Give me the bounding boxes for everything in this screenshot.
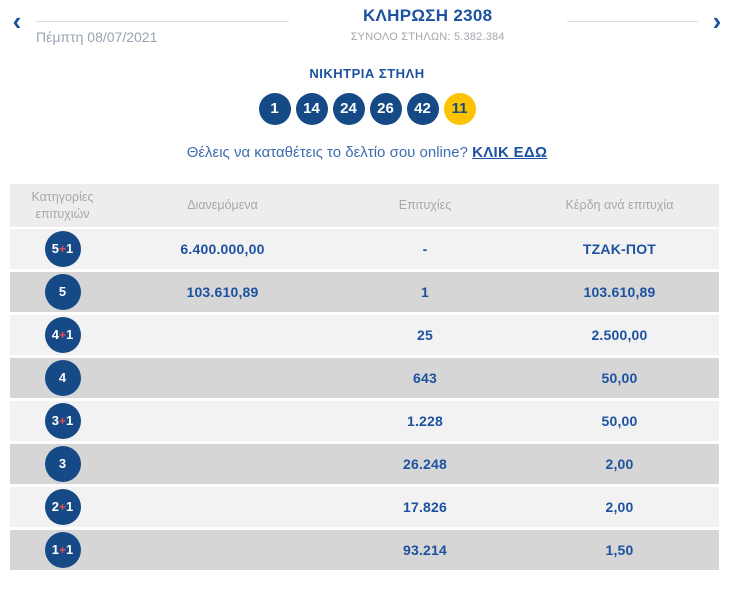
winners-cell: 26.248 — [402, 456, 448, 472]
winning-numbers: 1 14 24 26 42 11 — [0, 93, 734, 125]
table-row: 5 103.610,89 1 103.610,89 — [10, 272, 719, 312]
number-ball: 1 — [258, 93, 291, 125]
prize-cell: 50,00 — [601, 413, 638, 429]
results-table-body: 5+1 6.400.000,00 - ΤΖΑΚ-ΠΟΤ 5 103.610,89 1 103.… — [10, 229, 719, 570]
header-categories: Κατηγορίες επιτυχιών — [31, 189, 94, 221]
category-badge: 1+1 — [44, 532, 81, 568]
joker-ball: 11 — [443, 93, 476, 125]
number-ball: 14 — [295, 93, 328, 125]
plus-sign: + — [58, 414, 66, 428]
category-badge: 3 — [44, 446, 81, 482]
nav-left-section: Πέμπτη 08/07/2021 — [26, 4, 323, 45]
prize-cell: 103.610,89 — [583, 284, 656, 300]
category-badge: 5 — [44, 274, 81, 310]
winners-cell: 25 — [417, 327, 433, 343]
prize-cell: 50,00 — [601, 370, 638, 386]
category-badge: 4 — [44, 360, 81, 396]
cta-text: Θέλεις να καταθέτεις το δελτίο σου onlin… — [186, 144, 468, 161]
header-distributed: Διανεμόμενα — [187, 198, 258, 213]
prize-cell: 2.500,00 — [591, 327, 648, 343]
category-cell: 2+1 — [10, 489, 115, 525]
winners-cell: - — [422, 241, 428, 257]
header-winners: Επιτυχίες — [398, 198, 452, 213]
table-row: 3+1 1.228 50,00 — [10, 401, 719, 441]
winners-cell: 643 — [413, 370, 437, 386]
table-row: 5+1 6.400.000,00 - ΤΖΑΚ-ΠΟΤ — [10, 229, 719, 269]
category-badge: 2+1 — [44, 489, 81, 525]
winners-cell: 1 — [421, 284, 429, 300]
table-row: 4 643 50,00 — [10, 358, 719, 398]
category-cell: 5+1 — [10, 231, 115, 267]
number-ball: 24 — [332, 93, 365, 125]
online-cta: Θέλεις να καταθέτεις το δελτίο σου onlin… — [0, 144, 734, 161]
draw-total-columns: ΣΥΝΟΛΟ ΣΤΗΛΩΝ: 5.382.384 — [350, 31, 505, 43]
winners-cell: 17.826 — [402, 499, 448, 515]
plus-sign: + — [58, 242, 66, 256]
category-cell: 4 — [10, 360, 115, 396]
number-ball: 26 — [369, 93, 402, 125]
category-cell: 5 — [10, 274, 115, 310]
distributed-cell: 6.400.000,00 — [180, 241, 265, 257]
left-divider-line — [36, 21, 289, 22]
distributed-cell: 103.610,89 — [186, 284, 259, 300]
table-row: 3 26.248 2,00 — [10, 444, 719, 484]
category-badge: 5+1 — [44, 231, 81, 267]
table-row: 4+1 25 2.500,00 — [10, 315, 719, 355]
table-row: 1+1 93.214 1,50 — [10, 530, 719, 570]
prize-cell: 2,00 — [605, 499, 634, 515]
category-badge: 4+1 — [44, 317, 81, 353]
winners-cell: 1.228 — [406, 413, 444, 429]
prize-cell: ΤΖΑΚ-ΠΟΤ — [582, 241, 657, 257]
cta-link[interactable]: ΚΛΙΚ ΕΔΩ — [472, 144, 548, 161]
prev-draw-button[interactable]: ‹ — [8, 4, 26, 38]
category-cell: 1+1 — [10, 532, 115, 568]
plus-sign: + — [58, 328, 66, 342]
nav-right-section — [533, 4, 708, 22]
category-cell: 4+1 — [10, 317, 115, 353]
category-badge: 3+1 — [44, 403, 81, 439]
chevron-right-icon: › — [712, 6, 722, 36]
category-cell: 3+1 — [10, 403, 115, 439]
winners-cell: 93.214 — [402, 542, 448, 558]
table-row: 2+1 17.826 2,00 — [10, 487, 719, 527]
results-table: Κατηγορίες επιτυχιών Διανεμόμενα Επιτυχί… — [10, 184, 719, 570]
plus-sign: + — [58, 500, 66, 514]
prize-cell: 1,50 — [605, 542, 634, 558]
nav-center-section: ΚΛΗΡΩΣΗ 2308 ΣΥΝΟΛΟ ΣΤΗΛΩΝ: 5.382.384 — [323, 4, 533, 43]
right-divider-line — [566, 21, 699, 22]
results-table-header: Κατηγορίες επιτυχιών Διανεμόμενα Επιτυχί… — [10, 184, 719, 227]
draw-navigation: ‹ Πέμπτη 08/07/2021 ΚΛΗΡΩΣΗ 2308 ΣΥΝΟΛΟ … — [0, 0, 734, 45]
header-prize: Κέρδη ανά επιτυχία — [565, 198, 674, 213]
next-draw-button[interactable]: › — [708, 4, 726, 38]
chevron-left-icon: ‹ — [12, 6, 22, 36]
number-ball: 42 — [406, 93, 439, 125]
plus-sign: + — [58, 543, 66, 557]
winning-column-label: ΝΙΚΗΤΡΙΑ ΣΤΗΛΗ — [309, 66, 425, 81]
draw-date: Πέμπτη 08/07/2021 — [36, 29, 158, 45]
draw-title: ΚΛΗΡΩΣΗ 2308 — [362, 6, 493, 25]
prize-cell: 2,00 — [605, 456, 634, 472]
category-cell: 3 — [10, 446, 115, 482]
